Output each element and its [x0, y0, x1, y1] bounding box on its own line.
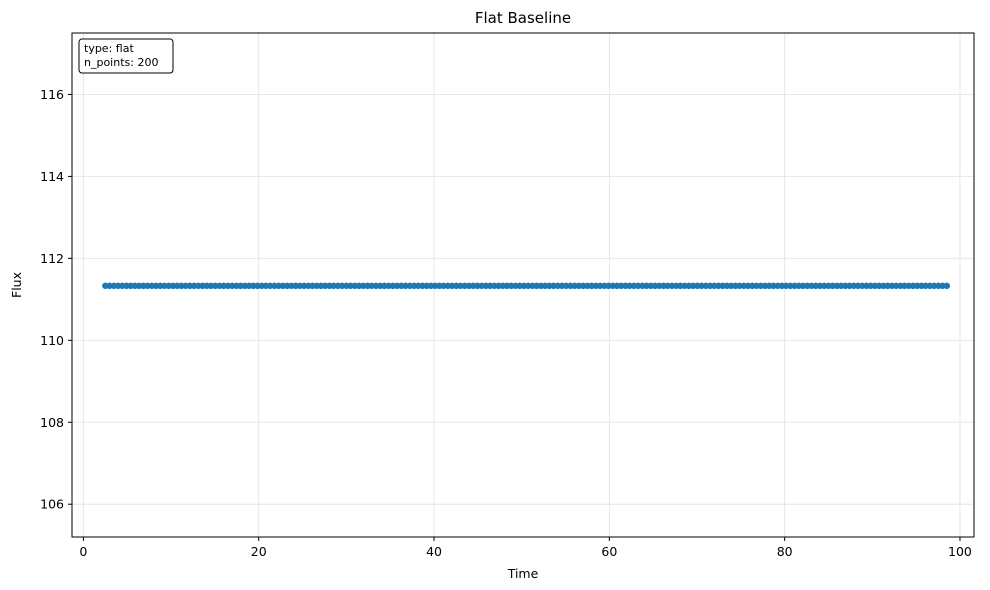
info-box-frame — [78, 38, 174, 74]
x-tick-label: 20 — [251, 544, 267, 559]
y-axis-ticks: 106 108 110 112 114 116 — [40, 87, 72, 512]
x-axis-label: Time — [507, 566, 539, 581]
info-box: type: flat n_points: 200 — [78, 38, 174, 74]
x-tick-label: 60 — [601, 544, 617, 559]
x-tick-label: 80 — [777, 544, 793, 559]
x-axis-ticks: 0 20 40 60 80 100 — [79, 537, 972, 559]
plot-frame — [71, 32, 975, 538]
data-point — [943, 282, 951, 290]
x-tick-label: 100 — [948, 544, 972, 559]
y-tick-label: 110 — [40, 333, 64, 348]
y-tick-label: 114 — [40, 169, 64, 184]
y-tick-label: 116 — [40, 87, 64, 102]
y-tick-label: 108 — [40, 415, 64, 430]
y-tick-label: 106 — [40, 497, 64, 512]
y-tick-label: 112 — [40, 251, 64, 266]
x-tick-label: 40 — [426, 544, 442, 559]
y-axis-label: Flux — [9, 272, 24, 298]
data-points — [102, 282, 951, 290]
chart-title: Flat Baseline — [475, 9, 571, 27]
info-npoints-text: n_points: 200 — [84, 56, 158, 69]
info-type-text: type: flat — [84, 42, 134, 55]
x-tick-label: 0 — [79, 544, 87, 559]
